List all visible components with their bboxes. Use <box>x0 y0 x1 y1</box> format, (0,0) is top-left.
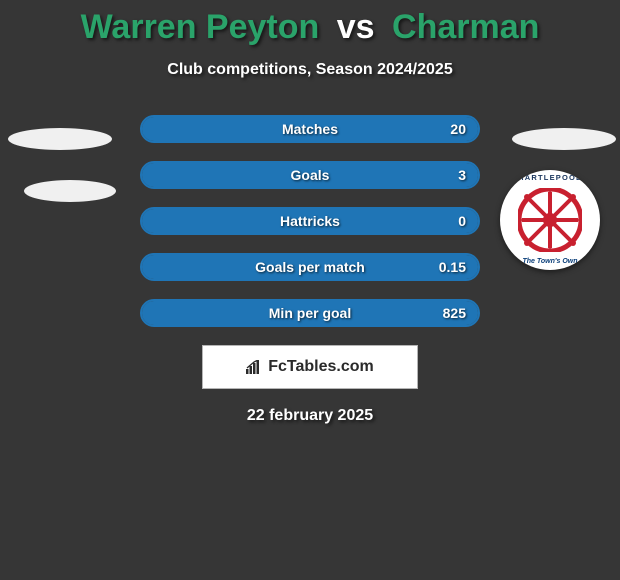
placeholder-ellipse <box>8 128 112 150</box>
fctables-label: FcTables.com <box>268 358 374 376</box>
stat-bar-track: Goals per match 0.15 <box>140 253 480 281</box>
stat-label: Hattricks <box>280 213 340 229</box>
fctables-attribution[interactable]: FcTables.com <box>202 345 418 389</box>
placeholder-ellipse <box>512 128 616 150</box>
stat-label: Goals per match <box>255 259 365 275</box>
stat-value-right: 825 <box>443 305 466 321</box>
placeholder-ellipse <box>24 180 116 202</box>
crest-badge: HARTLEPOOL <box>500 170 600 270</box>
crest-bottom-text: The Town's Own <box>500 258 600 265</box>
stat-value-right: 20 <box>450 121 466 137</box>
crest-top-text: HARTLEPOOL <box>500 173 600 182</box>
player1-name: Warren Peyton <box>81 8 320 46</box>
comparison-infographic: Warren Peyton vs Charman Club competitio… <box>0 0 620 425</box>
club-crest: HARTLEPOOL <box>500 170 600 270</box>
stat-bar-track: Matches 20 <box>140 115 480 143</box>
wheel-spokes-icon <box>518 188 582 252</box>
stat-bar-track: Goals 3 <box>140 161 480 189</box>
stat-value-right: 0.15 <box>439 259 466 275</box>
stat-label: Goals <box>291 167 330 183</box>
stat-row: Min per goal 825 <box>0 299 620 327</box>
vs-text: vs <box>337 8 375 46</box>
stat-value-right: 3 <box>458 167 466 183</box>
subtitle: Club competitions, Season 2024/2025 <box>0 61 620 79</box>
page-title: Warren Peyton vs Charman <box>0 0 620 47</box>
stat-label: Matches <box>282 121 338 137</box>
stat-bar-track: Hattricks 0 <box>140 207 480 235</box>
date-text: 22 february 2025 <box>0 407 620 425</box>
stat-bar-track: Min per goal 825 <box>140 299 480 327</box>
crest-wheel-icon <box>518 188 582 252</box>
stat-value-right: 0 <box>458 213 466 229</box>
player2-name: Charman <box>392 8 539 46</box>
chart-icon <box>246 360 262 374</box>
stat-label: Min per goal <box>269 305 351 321</box>
